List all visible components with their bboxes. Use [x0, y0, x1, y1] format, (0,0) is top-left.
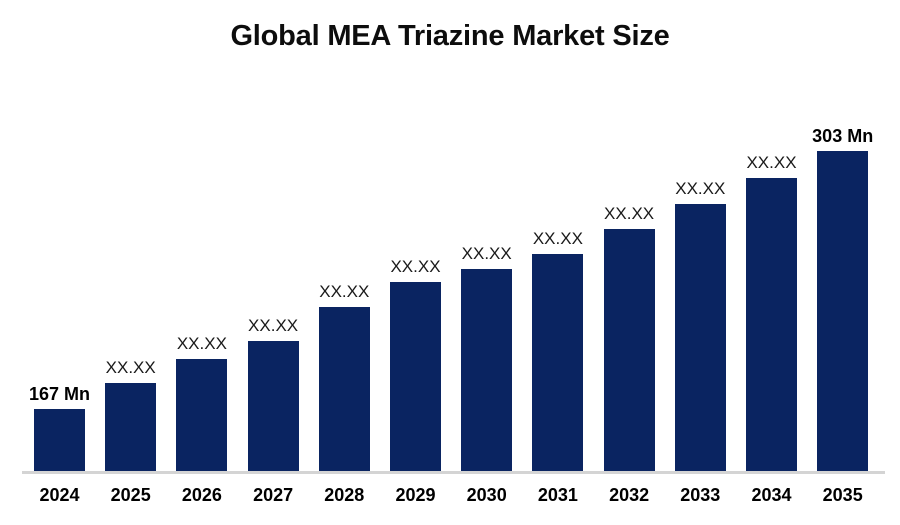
bar[interactable] [817, 151, 869, 472]
x-axis-tick-label: 2034 [751, 485, 792, 505]
x-axis-tick-label: 2031 [537, 485, 578, 505]
bar-value-label: 167 Mn [28, 384, 91, 404]
bar-value-label: XX.XX [461, 244, 512, 263]
bar-group: 167 Mn 2024 [24, 52, 95, 505]
bar-group: 303 Mn 2035 [807, 52, 878, 505]
bar[interactable] [34, 409, 85, 472]
bar-group: XX.XX 2030 [451, 52, 522, 505]
bar-value-label: 303 Mn [812, 126, 874, 146]
bar-value-label: XX.XX [390, 257, 441, 276]
bar-group: XX.XX 2025 [95, 52, 166, 505]
bar[interactable] [390, 282, 441, 472]
bar-value-label: XX.XX [746, 153, 797, 172]
x-axis-tick-label: 2032 [609, 485, 650, 505]
bar[interactable] [674, 204, 726, 472]
x-axis-tick-label: 2025 [110, 485, 151, 505]
x-axis-tick-label: 2028 [324, 485, 365, 505]
bar-group: XX.XX 2028 [309, 52, 380, 505]
x-axis-tick-label: 2024 [39, 485, 80, 505]
x-axis-tick-label: 2027 [253, 485, 294, 505]
bar-group: XX.XX 2029 [380, 52, 451, 505]
bar-group: XX.XX 2032 [594, 52, 665, 505]
bar-value-label: XX.XX [532, 229, 583, 248]
x-axis-tick-label: 2030 [466, 485, 507, 505]
x-axis-tick-label: 2035 [822, 485, 863, 505]
bar-value-label: XX.XX [319, 282, 370, 301]
bar[interactable] [532, 254, 584, 472]
bar-group: XX.XX 2026 [166, 52, 237, 505]
bar-value-label: XX.XX [248, 316, 299, 335]
bar[interactable] [105, 383, 157, 472]
bar[interactable] [318, 307, 370, 472]
bar-value-label: XX.XX [675, 179, 726, 198]
x-axis-tick-label: 2033 [680, 485, 721, 505]
bar[interactable] [247, 341, 299, 472]
bar[interactable] [603, 229, 655, 472]
x-axis-tick-label: 2026 [181, 485, 222, 505]
bar-value-label: XX.XX [604, 204, 655, 223]
bar-group: XX.XX 2033 [665, 52, 736, 505]
bar-group: XX.XX 2034 [736, 52, 807, 505]
x-axis-tick-label: 2029 [395, 485, 436, 505]
bar-value-label: XX.XX [105, 358, 156, 377]
bar[interactable] [176, 359, 228, 472]
bar-group: XX.XX 2031 [522, 52, 593, 505]
chart-title: Global MEA Triazine Market Size [230, 20, 670, 52]
bar[interactable] [746, 178, 797, 472]
x-axis-line [22, 471, 885, 474]
bar[interactable] [461, 269, 513, 472]
bar-group: XX.XX 2027 [238, 52, 309, 505]
bar-value-label: XX.XX [176, 334, 227, 353]
